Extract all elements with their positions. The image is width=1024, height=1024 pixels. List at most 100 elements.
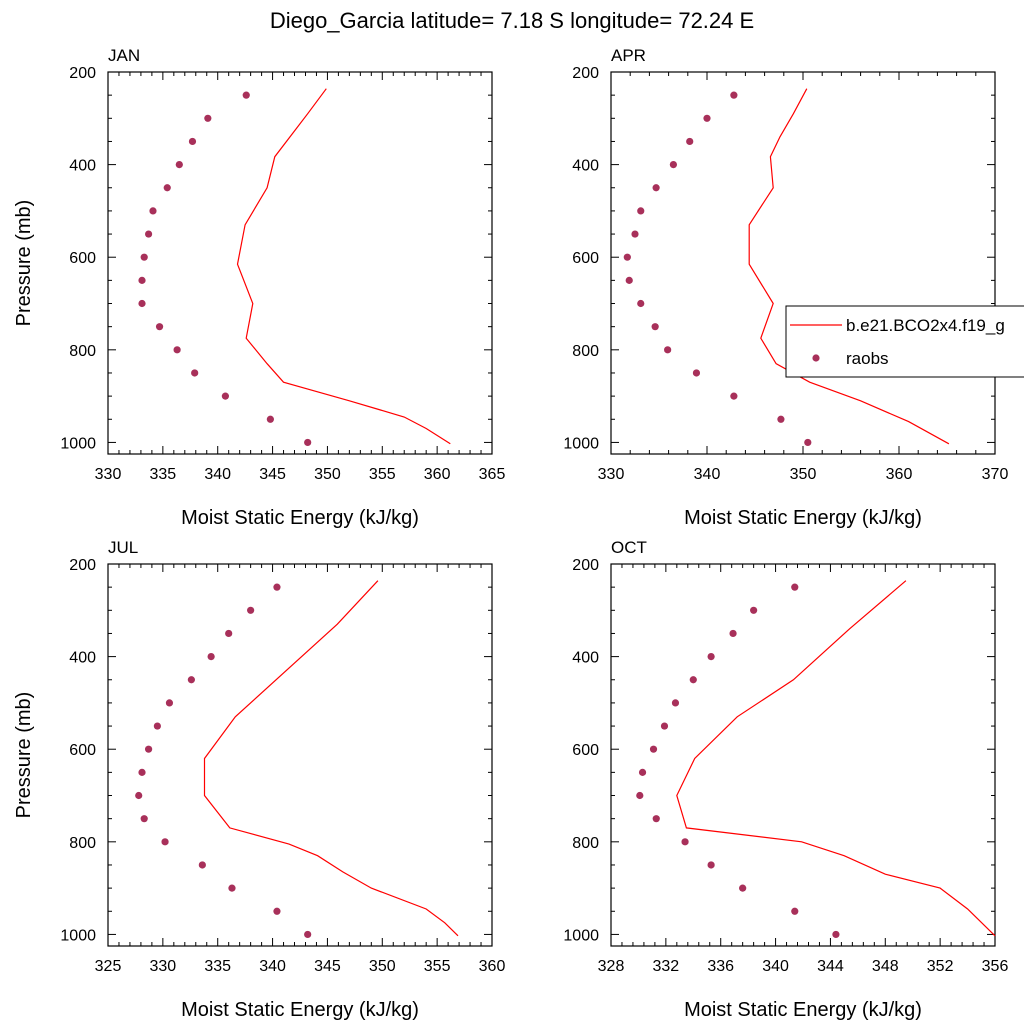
y-tick-label: 600 xyxy=(572,742,599,759)
obs-point xyxy=(638,768,647,776)
obs-point xyxy=(625,276,633,284)
obs-point xyxy=(155,323,164,331)
obs-point xyxy=(623,253,631,261)
obs-point xyxy=(791,907,799,915)
obs-point xyxy=(140,253,148,261)
obs-point xyxy=(730,392,738,400)
x-tick-label: 350 xyxy=(314,466,341,483)
obs-point xyxy=(631,230,639,238)
obs-point xyxy=(165,699,174,707)
legend-obs-marker xyxy=(812,354,820,362)
y-tick-label: 200 xyxy=(69,557,96,574)
obs-point xyxy=(138,276,146,284)
x-tick-label: 355 xyxy=(369,466,396,483)
y-tick-label: 1000 xyxy=(60,927,96,944)
x-tick-label: 330 xyxy=(150,958,177,975)
x-tick-label: 340 xyxy=(694,466,721,483)
panel-jan: JAN 330 335 340 345 350 355 360 365 200 400 600 800 1… xyxy=(13,46,505,529)
obs-point xyxy=(247,606,255,614)
model-series-line xyxy=(236,88,451,445)
obs-point xyxy=(188,137,197,146)
model-series-line xyxy=(748,88,950,445)
obs-point xyxy=(660,722,669,730)
obs-point xyxy=(153,722,161,730)
obs-point xyxy=(161,838,169,846)
obs-point xyxy=(304,438,312,447)
obs-point xyxy=(191,369,199,377)
x-tick-label: 350 xyxy=(790,466,817,483)
obs-point xyxy=(669,161,678,169)
panel-apr: APR 330 340 350 360 370 200 400 600 800 1000 Moist … xyxy=(563,46,1008,529)
obs-point xyxy=(636,791,644,800)
figure-title: Diego_Garcia latitude= 7.18 S longitude=… xyxy=(270,8,754,33)
obs-point xyxy=(707,653,715,661)
x-axis-title: Moist Static Energy (kJ/kg) xyxy=(684,507,922,529)
panel-jul: JUL 325 330 335 340 345 350 355 360 200 400 600 800 1… xyxy=(13,538,505,1021)
obs-point xyxy=(637,207,645,215)
x-tick-label: 330 xyxy=(598,466,625,483)
obs-point xyxy=(163,184,171,192)
obs-point xyxy=(791,583,799,591)
obs-point xyxy=(304,930,312,939)
obs-point xyxy=(730,91,738,99)
x-tick-label: 345 xyxy=(259,466,286,483)
obs-point xyxy=(739,884,747,892)
y-axis-title: Pressure (mb) xyxy=(13,200,35,327)
obs-point xyxy=(671,699,680,707)
obs-point xyxy=(804,438,812,447)
obs-point xyxy=(649,745,658,753)
obs-point xyxy=(273,907,281,915)
obs-point xyxy=(652,184,660,192)
x-tick-label: 360 xyxy=(479,958,506,975)
y-tick-label: 800 xyxy=(69,835,96,852)
obs-point xyxy=(140,815,148,823)
obs-point xyxy=(138,299,146,308)
y-tick-label: 400 xyxy=(69,650,96,667)
y-tick-label: 600 xyxy=(572,250,599,267)
x-tick-label: 355 xyxy=(424,958,451,975)
obs-point xyxy=(175,161,183,169)
x-tick-label: 360 xyxy=(886,466,913,483)
x-tick-label: 335 xyxy=(150,466,177,483)
y-tick-label: 400 xyxy=(572,650,599,667)
obs-point xyxy=(266,415,274,423)
obs-point xyxy=(187,676,195,684)
y-tick-label: 1000 xyxy=(563,927,599,944)
obs-point xyxy=(138,768,146,776)
y-tick-label: 400 xyxy=(572,158,599,175)
obs-point xyxy=(204,114,212,122)
obs-point xyxy=(703,114,711,122)
x-tick-label: 365 xyxy=(479,466,506,483)
obs-point xyxy=(651,323,659,331)
obs-point xyxy=(777,415,785,423)
y-tick-label: 800 xyxy=(572,343,599,360)
x-tick-label: 336 xyxy=(707,958,734,975)
x-tick-label: 356 xyxy=(982,958,1009,975)
panel-label-jan: JAN xyxy=(108,46,140,65)
obs-point xyxy=(207,653,215,661)
x-tick-label: 325 xyxy=(95,958,122,975)
x-tick-label: 370 xyxy=(982,466,1009,483)
x-tick-label: 344 xyxy=(817,958,844,975)
obs-point xyxy=(135,791,143,800)
y-tick-label: 200 xyxy=(572,65,599,82)
obs-point xyxy=(652,815,660,823)
obs-point xyxy=(681,838,689,846)
x-tick-label: 360 xyxy=(424,466,451,483)
x-axis-title: Moist Static Energy (kJ/kg) xyxy=(684,999,922,1021)
y-tick-label: 1000 xyxy=(60,435,96,452)
model-series-line xyxy=(203,580,459,937)
x-tick-label: 350 xyxy=(369,958,396,975)
y-tick-label: 800 xyxy=(69,343,96,360)
obs-point xyxy=(173,346,181,354)
panel-label-apr: APR xyxy=(611,46,646,65)
obs-point xyxy=(664,346,672,354)
y-tick-label: 400 xyxy=(69,158,96,175)
obs-point xyxy=(149,207,157,215)
obs-point xyxy=(689,676,697,684)
obs-point xyxy=(707,861,715,869)
y-axis-title: Pressure (mb) xyxy=(13,692,35,819)
plot-frame-jul xyxy=(107,563,493,947)
obs-point xyxy=(692,369,701,377)
